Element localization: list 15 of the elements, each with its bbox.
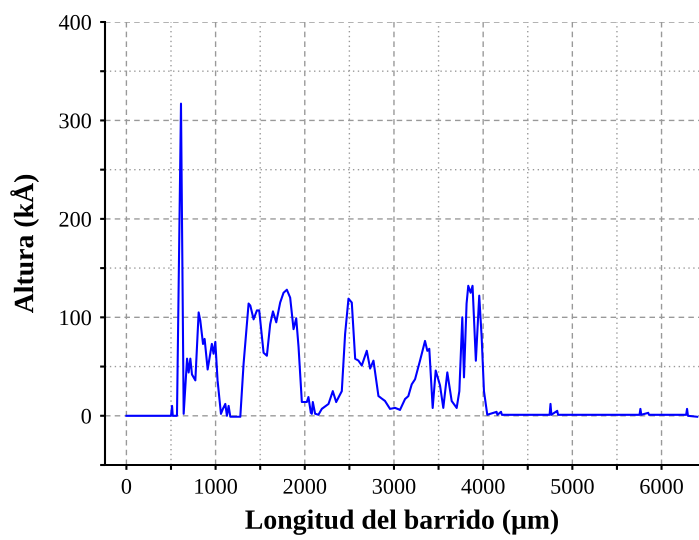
x-tick-label: 3000 xyxy=(372,478,416,494)
y-tick-label: 400 xyxy=(58,14,91,30)
y-axis-title: Altura (kÅ) xyxy=(10,174,40,314)
x-tick-label: 1000 xyxy=(195,478,237,494)
y-tick-label: 100 xyxy=(60,310,91,326)
x-tick-label: 0 xyxy=(122,478,132,494)
x-axis-title: Longitud del barrido (μm) xyxy=(245,509,558,535)
y-tick-label: 300 xyxy=(60,113,91,128)
y-tick-label: 200 xyxy=(59,212,91,227)
line-series xyxy=(125,102,698,418)
x-tick-label: 6000 xyxy=(640,478,683,494)
y-tick-label: 0 xyxy=(82,408,91,424)
x-tick-label: 4000 xyxy=(461,478,505,494)
x-tick-label: 2000 xyxy=(284,478,326,494)
x-tick-label: 5000 xyxy=(551,478,594,494)
